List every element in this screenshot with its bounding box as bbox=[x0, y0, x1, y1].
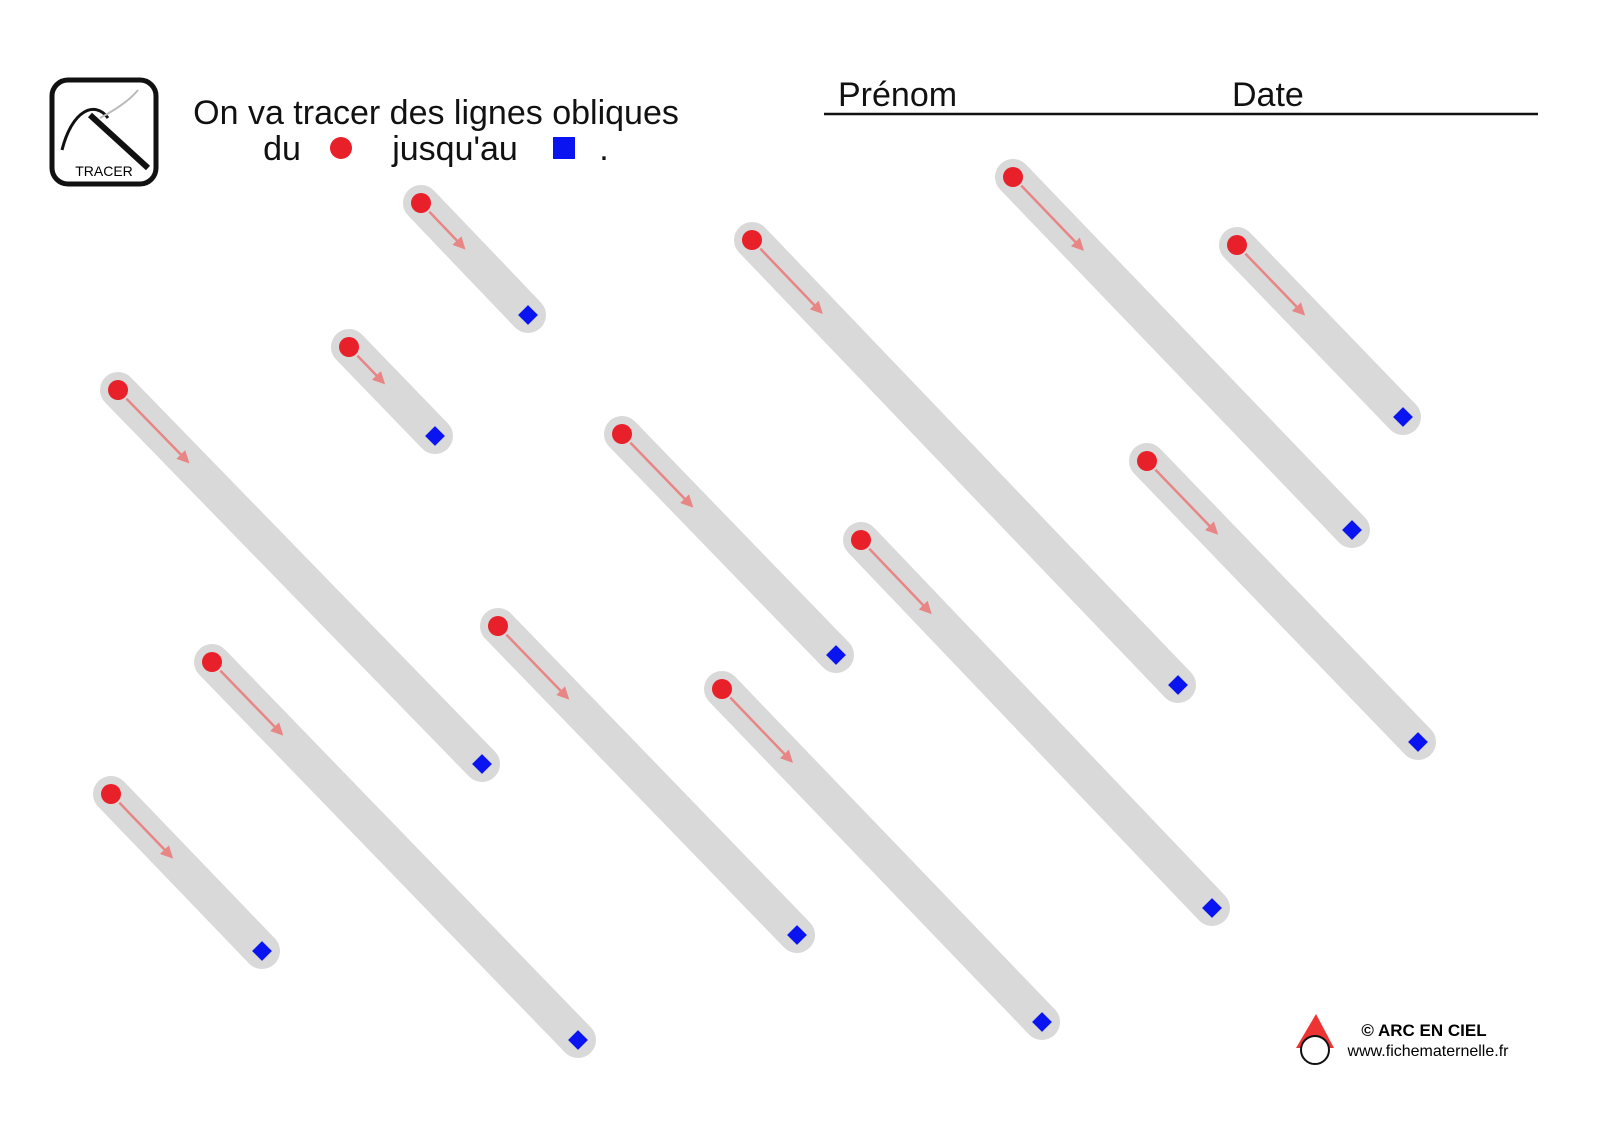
direction-arrow bbox=[1244, 252, 1306, 316]
direction-arrow bbox=[1020, 184, 1084, 251]
start-dot bbox=[339, 337, 359, 357]
end-square bbox=[252, 941, 272, 961]
start-dot bbox=[488, 616, 508, 636]
tracer-icon: TRACER bbox=[49, 77, 159, 187]
start-dot bbox=[851, 530, 871, 550]
date-label: Date bbox=[1232, 76, 1304, 114]
start-dot bbox=[1137, 451, 1157, 471]
name-label: Prénom bbox=[838, 76, 957, 114]
start-dot bbox=[742, 230, 762, 250]
end-square bbox=[472, 754, 492, 774]
start-dot bbox=[1003, 167, 1023, 187]
end-square bbox=[1393, 407, 1413, 427]
end-square bbox=[1032, 1012, 1052, 1032]
footer: © ARC EN CIEL www.fichematernelle.fr bbox=[1296, 1014, 1510, 1065]
tracing-lines bbox=[93, 159, 1436, 1058]
direction-arrow bbox=[759, 247, 823, 315]
copyright: © ARC EN CIEL bbox=[1361, 1021, 1486, 1040]
instruction-end: . bbox=[599, 130, 608, 168]
direction-arrow bbox=[729, 696, 794, 763]
icon-label: TRACER bbox=[75, 163, 133, 179]
start-dot bbox=[1227, 235, 1247, 255]
end-square bbox=[568, 1030, 588, 1050]
start-dot bbox=[108, 380, 128, 400]
direction-arrow bbox=[125, 397, 190, 464]
start-dot bbox=[411, 193, 431, 213]
website: www.fichematernelle.fr bbox=[1347, 1043, 1510, 1060]
end-square bbox=[1342, 520, 1362, 540]
end-square bbox=[1202, 898, 1222, 918]
logo-face bbox=[1300, 1035, 1330, 1065]
direction-arrow bbox=[629, 441, 694, 508]
direction-arrow bbox=[505, 633, 570, 700]
end-square bbox=[1408, 732, 1428, 752]
direction-arrow bbox=[118, 801, 174, 859]
instruction-line: On va tracer des lignes obliques bbox=[193, 94, 679, 132]
start-dot bbox=[612, 424, 632, 444]
direction-arrow bbox=[219, 669, 284, 736]
end-square bbox=[425, 426, 445, 446]
end-symbol bbox=[553, 137, 575, 159]
instruction-du: du bbox=[263, 130, 301, 168]
trace-band bbox=[734, 222, 1196, 703]
direction-arrow bbox=[428, 210, 466, 250]
end-square bbox=[518, 305, 538, 325]
start-symbol bbox=[330, 137, 352, 159]
direction-arrow bbox=[868, 547, 932, 615]
start-dot bbox=[101, 784, 121, 804]
direction-arrow bbox=[1154, 468, 1219, 535]
instruction-jusquau: jusqu'au bbox=[391, 130, 518, 168]
end-square bbox=[1168, 675, 1188, 695]
end-square bbox=[826, 645, 846, 665]
end-square bbox=[787, 925, 807, 945]
start-dot bbox=[712, 679, 732, 699]
direction-arrow bbox=[356, 354, 386, 385]
start-dot bbox=[202, 652, 222, 672]
